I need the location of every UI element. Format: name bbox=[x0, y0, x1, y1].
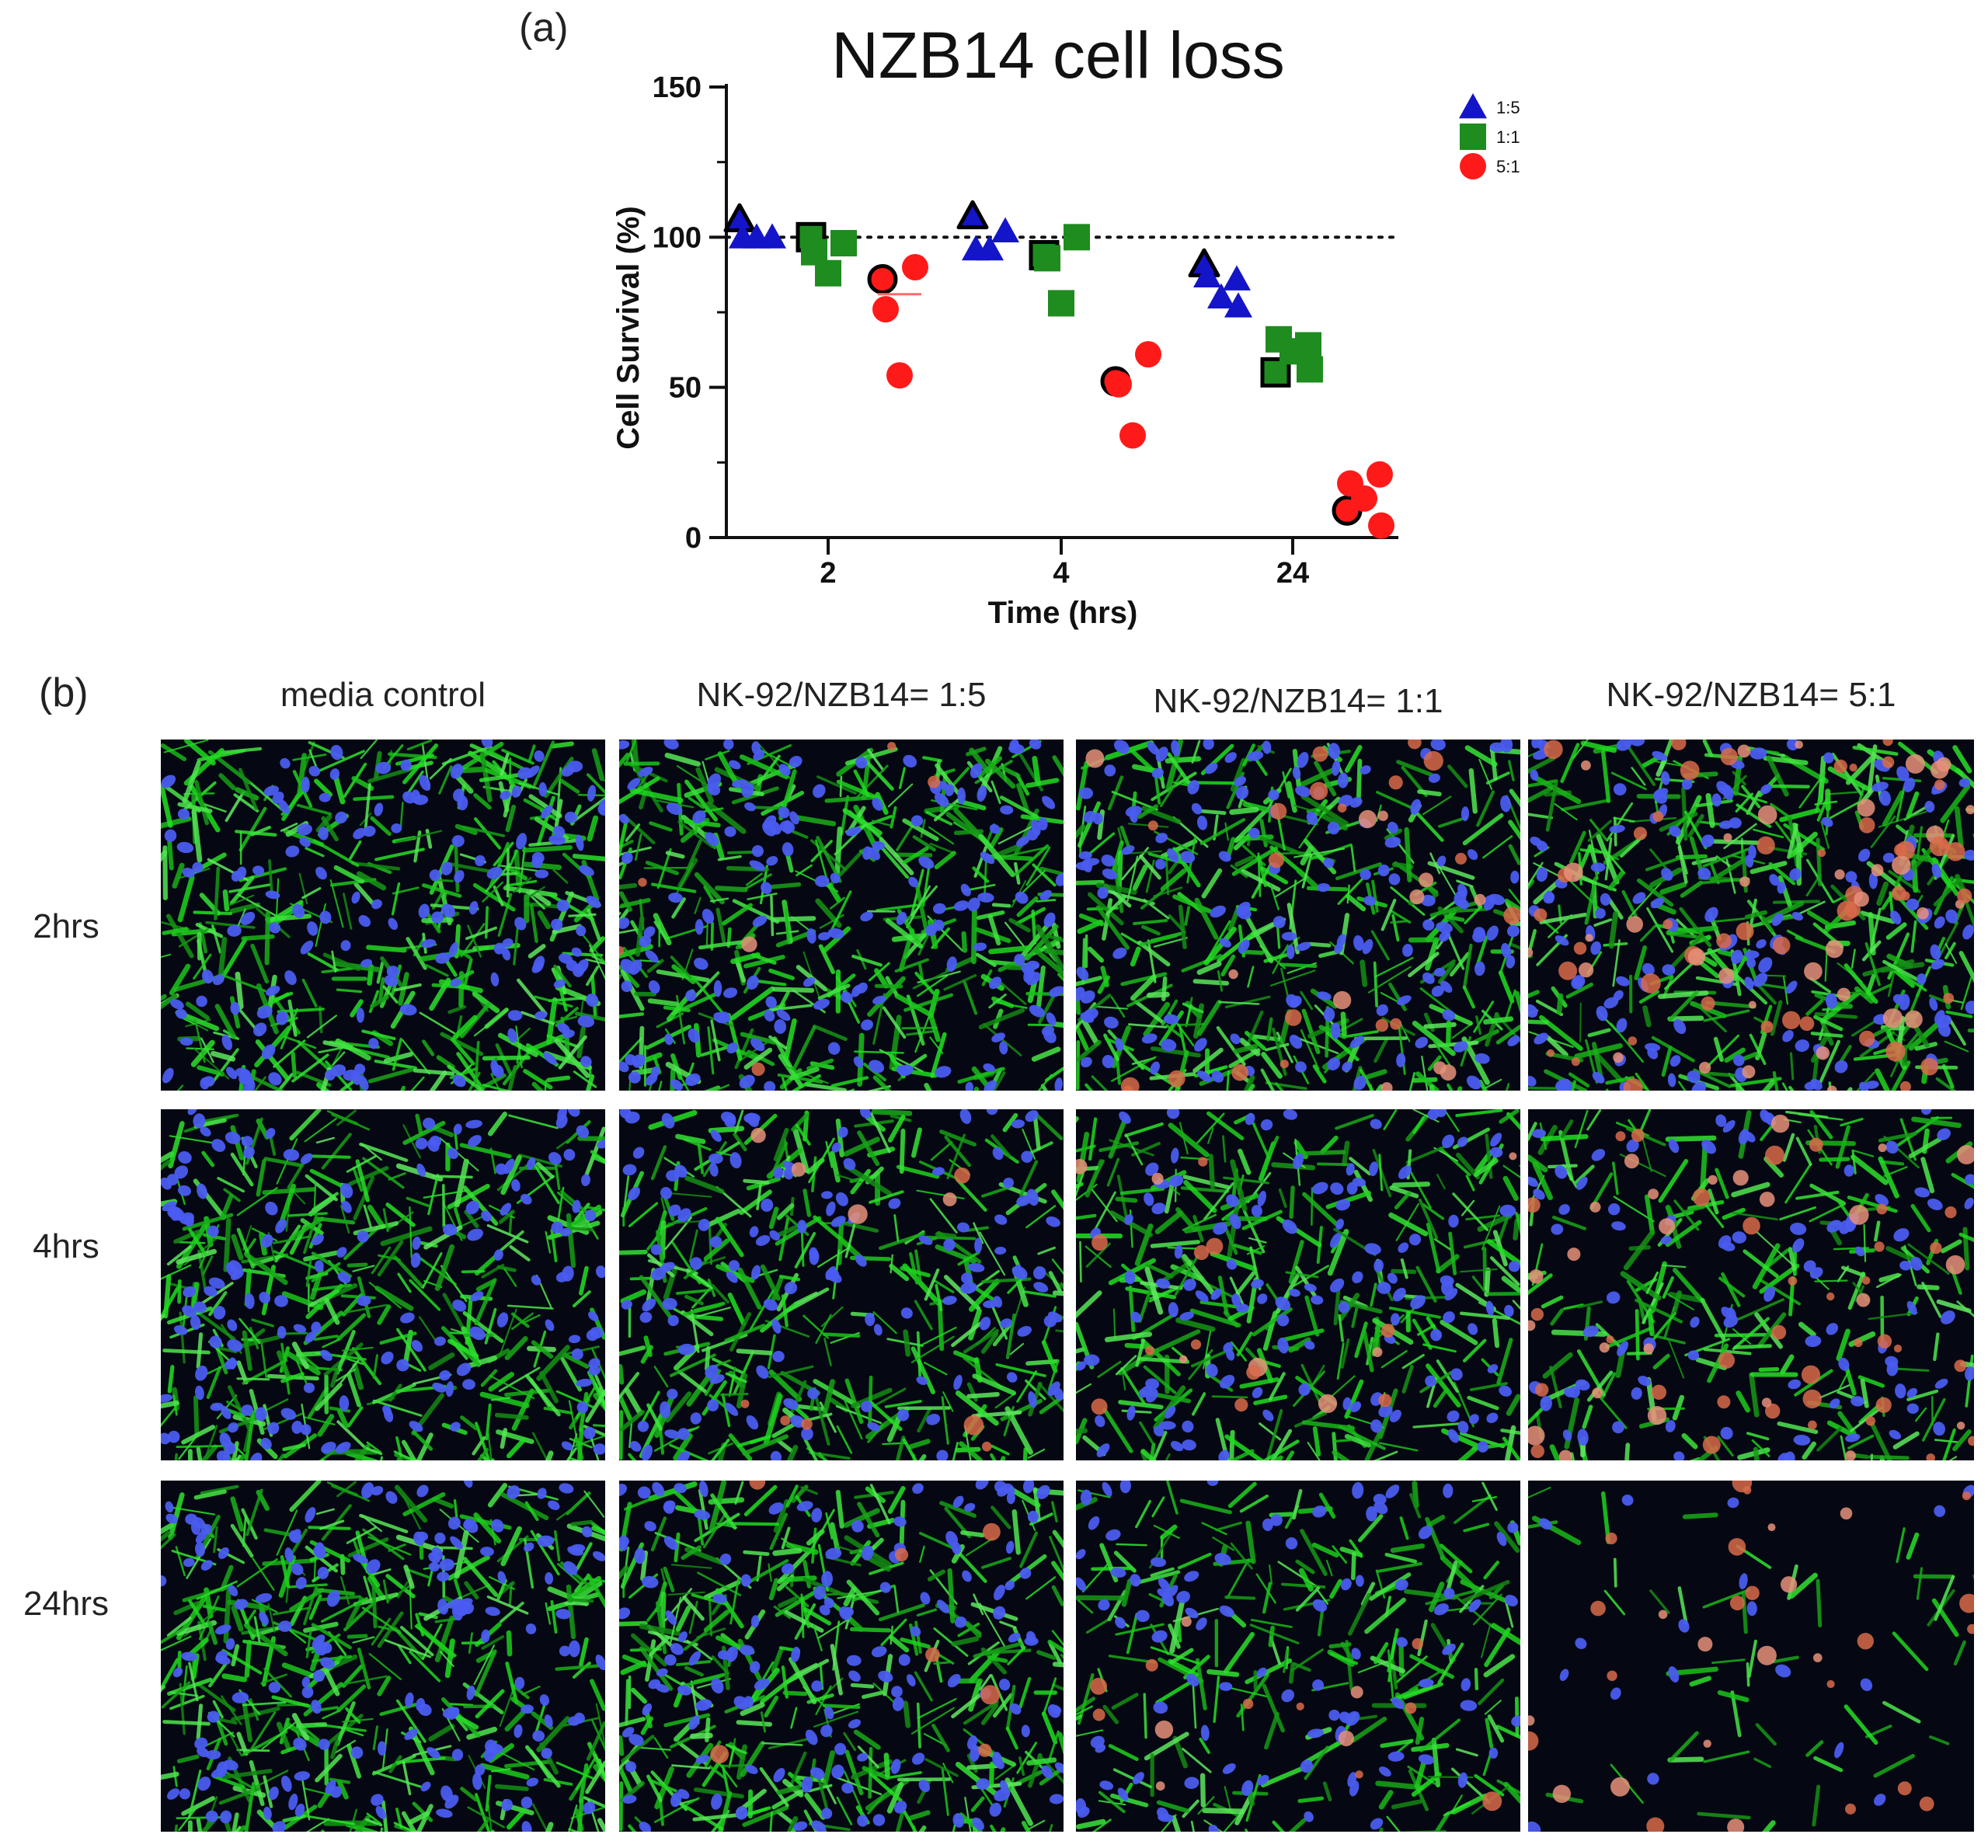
data-point-circle bbox=[867, 263, 898, 294]
data-point-square bbox=[1064, 224, 1090, 251]
y-axis-label: Cell Survival (%) bbox=[611, 206, 646, 449]
legend-marker-square bbox=[1460, 124, 1486, 150]
micrograph-tile bbox=[161, 740, 605, 1091]
micrograph-tile bbox=[1528, 740, 1974, 1091]
data-point-triangle bbox=[723, 203, 756, 233]
data-point-circle bbox=[1135, 341, 1161, 368]
data-point-circle bbox=[886, 362, 913, 389]
data-point-circle bbox=[902, 254, 928, 280]
data-point-circle bbox=[1367, 461, 1393, 488]
legend-label: 5:1 bbox=[1496, 157, 1520, 176]
data-point-circle bbox=[1351, 485, 1377, 512]
legend-marker-circle bbox=[1460, 153, 1486, 179]
micrograph-tile bbox=[619, 1481, 1064, 1832]
legend-label: 1:1 bbox=[1496, 127, 1520, 147]
panel-b-label: (b) bbox=[39, 670, 89, 715]
row-label: 24hrs bbox=[23, 1585, 110, 1623]
legend-marker-triangle bbox=[1459, 93, 1487, 119]
column-header: NK-92/NZB14= 1:5 bbox=[696, 676, 987, 714]
y-tick-label: 50 bbox=[669, 372, 702, 405]
data-point-triangle bbox=[991, 217, 1019, 242]
chart-title: NZB14 cell loss bbox=[831, 19, 1285, 92]
data-point-square bbox=[830, 230, 857, 257]
micrograph-tile bbox=[619, 740, 1064, 1091]
row-label: 2hrs bbox=[33, 907, 99, 945]
data-point-triangle bbox=[956, 200, 989, 230]
data-point-triangle bbox=[1223, 265, 1251, 291]
micrograph-tile bbox=[161, 1481, 605, 1832]
column-header: NK-92/NZB14= 5:1 bbox=[1606, 676, 1896, 714]
data-point-triangle bbox=[976, 235, 1004, 261]
row-label: 4hrs bbox=[33, 1227, 99, 1265]
data-point-circle bbox=[1119, 422, 1146, 449]
data-point-triangle bbox=[743, 223, 771, 249]
data-point-triangle bbox=[1193, 262, 1221, 287]
micrograph-tile bbox=[1076, 1481, 1520, 1832]
data-point-triangle bbox=[1207, 283, 1235, 309]
legend-label: 1:5 bbox=[1496, 98, 1520, 117]
data-point-square bbox=[1297, 356, 1323, 383]
micrograph-tile bbox=[1528, 1481, 1974, 1832]
panel-a-label: (a) bbox=[519, 5, 569, 50]
x-tick-label: 2 bbox=[820, 557, 836, 590]
y-tick-label: 150 bbox=[653, 71, 702, 104]
micrograph-tile bbox=[1076, 740, 1520, 1091]
x-tick-label: 24 bbox=[1276, 557, 1309, 590]
y-tick-label: 100 bbox=[653, 221, 702, 254]
micrograph-tile bbox=[161, 1109, 605, 1460]
data-point-square bbox=[815, 259, 841, 287]
chart-legend: 1:5 1:1 5:1 bbox=[1459, 93, 1520, 179]
data-point-square bbox=[1048, 290, 1074, 317]
column-header: media control bbox=[280, 676, 486, 714]
column-header: NK-92/NZB14= 1:1 bbox=[1153, 682, 1443, 720]
data-point-square bbox=[1034, 245, 1060, 272]
micrograph-tile bbox=[619, 1109, 1064, 1460]
y-tick-label: 0 bbox=[685, 522, 702, 555]
micrograph-tile bbox=[1528, 1109, 1974, 1460]
x-tick-label: 4 bbox=[1053, 557, 1069, 590]
data-point-triangle bbox=[1224, 292, 1252, 318]
data-point-circle bbox=[1368, 512, 1394, 539]
data-point-circle bbox=[872, 296, 899, 323]
micrograph-tile bbox=[1076, 1109, 1520, 1460]
x-axis-label: Time (hrs) bbox=[988, 596, 1138, 630]
chart-points bbox=[723, 200, 1394, 539]
data-point-circle bbox=[1105, 371, 1132, 398]
